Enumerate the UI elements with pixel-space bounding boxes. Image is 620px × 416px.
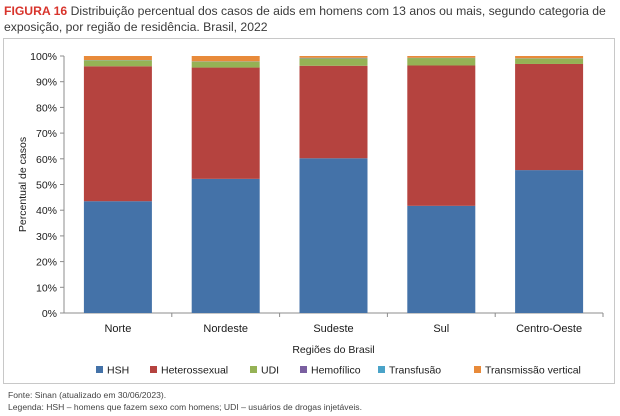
x-tick-label: Sudeste xyxy=(313,323,353,335)
y-tick-label: 70% xyxy=(36,128,57,140)
legend-swatch xyxy=(96,366,103,373)
bar-segment-hsh xyxy=(83,201,152,313)
bar-segment-transmiss-o-vertical xyxy=(299,56,368,58)
legend-label: Transmissão vertical xyxy=(485,365,581,377)
source-note: Fonte: Sinan (atualizado em 30/06/2023). xyxy=(8,390,167,400)
y-tick-label: 20% xyxy=(36,257,57,269)
bar-segment-hsh xyxy=(407,205,476,313)
bar-segment-heterossexual xyxy=(407,65,476,206)
chart-panel: 0% 10% 20% 30% 40% 50% 60% 70% 80% 90% 100% Percent… xyxy=(3,38,615,384)
legend-label: Heterossexual xyxy=(161,365,228,377)
x-tick-label: Nordeste xyxy=(203,323,248,335)
bar-segment-heterossexual xyxy=(299,65,368,159)
x-tick-label: Sul xyxy=(433,323,449,335)
x-axis-title: Regiões do Brasil xyxy=(292,344,374,356)
y-tick-label: 10% xyxy=(36,282,57,294)
bar-segment-udi xyxy=(191,61,260,68)
x-tick-label: Centro-Oeste xyxy=(516,323,582,335)
bar-segment-transmiss-o-vertical xyxy=(407,56,476,58)
bar-segment-heterossexual xyxy=(83,66,152,202)
y-tick-label: 60% xyxy=(36,154,57,166)
y-tick-label: 50% xyxy=(36,180,57,192)
legend-swatch xyxy=(300,366,307,373)
bar-segment-udi xyxy=(83,60,152,67)
bar-segment-hsh xyxy=(515,170,584,313)
bar-segment-udi xyxy=(299,58,368,66)
bar-segment-transmiss-o-vertical xyxy=(515,56,584,59)
y-tick-label: 30% xyxy=(36,231,57,243)
legend-swatch xyxy=(250,366,257,373)
x-tick-label: Norte xyxy=(104,323,131,335)
legend-swatch xyxy=(378,366,385,373)
bar-segment-udi xyxy=(515,58,584,64)
bar-segment-transmiss-o-vertical xyxy=(83,56,152,61)
legend-note: Legenda: HSH – homens que fazem sexo com… xyxy=(8,402,362,412)
legend-swatch xyxy=(474,366,481,373)
figure-title: Distribuição percentual dos casos de aid… xyxy=(4,4,606,34)
bar-segment-hsh xyxy=(191,178,260,313)
y-tick-label: 0% xyxy=(42,308,57,320)
bar-segment-hsh xyxy=(299,158,368,313)
chart-notes: Fonte: Sinan (atualizado em 30/06/2023).… xyxy=(8,389,612,413)
bar-segment-heterossexual xyxy=(191,67,260,179)
bar-segment-udi xyxy=(407,58,476,66)
legend-swatch xyxy=(150,366,157,373)
legend-label: HSH xyxy=(107,365,129,377)
y-tick-label: 100% xyxy=(30,51,57,63)
y-tick-label: 80% xyxy=(36,102,57,114)
legend-label: UDI xyxy=(261,365,279,377)
y-axis-title: Percentual de casos xyxy=(17,137,29,232)
bar-segment-transmiss-o-vertical xyxy=(191,56,260,62)
y-tick-label: 40% xyxy=(36,205,57,217)
stacked-bar-chart: 0% 10% 20% 30% 40% 50% 60% 70% 80% 90% 100% Percent… xyxy=(17,51,604,377)
y-tick-label: 90% xyxy=(36,77,57,89)
figure-caption: FIGURA 16 Distribuição percentual dos ca… xyxy=(4,3,616,35)
figure-label: FIGURA 16 xyxy=(4,4,68,18)
bar-segment-heterossexual xyxy=(515,63,584,171)
legend-label: Transfusão xyxy=(389,365,441,377)
legend-label: Hemofílico xyxy=(311,365,361,377)
